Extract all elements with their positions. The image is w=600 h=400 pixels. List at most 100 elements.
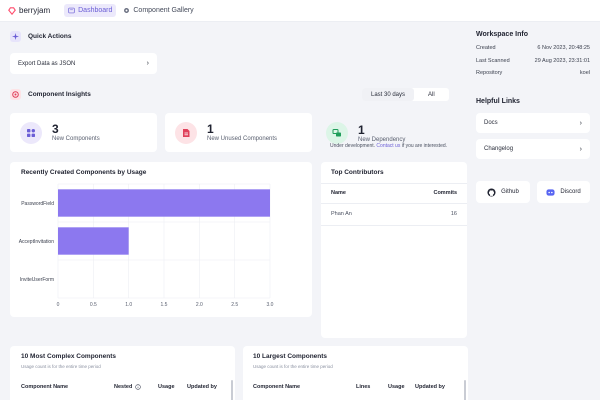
- github-button[interactable]: Github: [476, 181, 530, 203]
- largest-components-card: 10 Largest Components Usage count is for…: [243, 346, 468, 400]
- bar-passwordfield: [58, 189, 270, 217]
- scrollbar[interactable]: [231, 380, 233, 400]
- gallery-icon: [124, 8, 130, 13]
- created-value: 6 Nov 2023, 20:48:25: [537, 45, 590, 51]
- created-label: Created: [476, 45, 496, 51]
- col-usage-header: Usage: [388, 384, 405, 390]
- component-insights-title: Component Insights: [28, 91, 91, 98]
- discord-button[interactable]: Discord: [537, 181, 590, 203]
- y-category-label: AcceptInvitation: [19, 239, 55, 245]
- last-scanned-label: Last Scanned: [476, 58, 510, 64]
- insights-icon: [10, 89, 21, 100]
- largest-title: 10 Largest Components: [253, 353, 328, 360]
- divider: [321, 225, 467, 226]
- range-last-30-days[interactable]: Last 30 days: [362, 88, 415, 101]
- repository-label: Repository: [476, 70, 503, 76]
- x-tick-label: 0: [57, 302, 60, 308]
- most-complex-subtitle: Usage count is for the entire time perio…: [21, 364, 101, 369]
- export-json-button[interactable]: Export Data as JSON ›: [10, 53, 157, 74]
- repository-value: koel: [579, 70, 590, 76]
- scrollbar[interactable]: [464, 380, 466, 400]
- tab-dashboard[interactable]: Dashboard: [64, 4, 117, 17]
- changelog-label: Changelog: [484, 146, 514, 152]
- x-tick-label: 2.0: [196, 302, 203, 308]
- col-nested-header: Nested: [114, 384, 142, 390]
- contributor-name: Phan An: [331, 211, 352, 217]
- tab-component-gallery[interactable]: Component Gallery: [119, 4, 197, 17]
- contributor-commits: 16: [450, 211, 457, 217]
- note-text-end: if you are interested.: [401, 143, 448, 149]
- chevron-right-icon: ›: [146, 60, 149, 67]
- divider: [321, 203, 467, 204]
- last-scanned-value: 29 Aug 2023, 23:31:01: [534, 58, 590, 64]
- col-name-header: Name: [331, 190, 346, 196]
- col-lines-header: Lines: [356, 384, 371, 390]
- recent-components-chart-card: Recently Created Components by Usage 0 0.…: [10, 162, 312, 317]
- col-nested-label: Nested: [114, 384, 133, 390]
- app-name: berryjam: [19, 6, 51, 15]
- quick-actions-title: Quick Actions: [28, 33, 72, 40]
- new-dependency-count: 1: [358, 122, 365, 137]
- dashboard-icon: [68, 7, 75, 14]
- unused-file-icon: [175, 121, 197, 144]
- workspace-info-title: Workspace Info: [476, 31, 528, 38]
- component-insights-heading: Component Insights: [10, 89, 91, 100]
- recent-chart-title: Recently Created Components by Usage: [21, 169, 147, 176]
- stat-new-unused-components: 1 New Unused Components: [165, 113, 312, 152]
- col-commits-header: Commits: [433, 190, 457, 196]
- top-contributors-title: Top Contributors: [331, 169, 384, 176]
- info-icon[interactable]: [135, 384, 142, 390]
- col-usage-header: Usage: [158, 384, 175, 390]
- app-logo[interactable]: berryjam: [8, 6, 50, 15]
- x-tick-label: 0.5: [90, 302, 97, 308]
- time-range-toggle: Last 30 days All: [362, 88, 449, 101]
- workspace-last-scanned-row: Last Scanned 29 Aug 2023, 23:31:01: [476, 58, 590, 64]
- chevron-right-icon: ›: [579, 145, 582, 153]
- new-unused-count: 1: [207, 122, 214, 136]
- new-components-label: New Components: [52, 136, 100, 142]
- chevron-right-icon: ›: [579, 119, 582, 127]
- discord-icon: [546, 188, 555, 196]
- new-dependency-label: New Dependency: [358, 136, 406, 143]
- tab-component-gallery-label: Component Gallery: [133, 7, 194, 14]
- top-contributors-card: Top Contributors Name Commits Phan An 16: [321, 162, 467, 338]
- y-category-label: InviteUserForm: [20, 277, 54, 283]
- berry-logo-icon: [8, 6, 16, 15]
- dependency-note: Under development. Contact us if you are…: [330, 143, 447, 149]
- col-component-name-header: Component Name: [21, 384, 69, 390]
- x-tick-label: 1.5: [161, 302, 168, 308]
- stat-new-components: 3 New Components: [10, 113, 157, 152]
- x-tick-label: 2.5: [231, 302, 238, 308]
- note-text: Under development.: [330, 143, 376, 149]
- dependency-icon: [326, 122, 348, 144]
- stat-new-dependency: 1 New Dependency: [326, 118, 476, 148]
- export-json-label: Export Data as JSON: [18, 60, 76, 67]
- range-all[interactable]: All: [428, 91, 435, 98]
- top-navbar: berryjam Dashboard Component Gallery: [0, 0, 600, 22]
- docs-label: Docs: [484, 120, 498, 126]
- discord-label: Discord: [560, 189, 581, 195]
- col-updated-by-header: Updated by: [187, 384, 217, 390]
- bar-acceptinvitation: [58, 227, 129, 255]
- new-components-count: 3: [52, 122, 59, 136]
- components-icon: [20, 121, 42, 144]
- usage-bar-chart: 0 0.5 1.0 1.5 2.0 2.5 3.0 PasswordField AcceptIn…: [19, 183, 274, 308]
- tab-dashboard-label: Dashboard: [78, 7, 113, 14]
- docs-link[interactable]: Docs ›: [476, 113, 590, 133]
- quick-actions-heading: Quick Actions: [10, 31, 71, 42]
- sparkle-icon: [10, 31, 21, 42]
- most-complex-components-card: 10 Most Complex Components Usage count i…: [10, 346, 235, 400]
- x-tick-label: 1.0: [125, 302, 132, 308]
- workspace-created-row: Created 6 Nov 2023, 20:48:25: [476, 45, 590, 51]
- github-label: Github: [501, 189, 519, 195]
- helpful-links-title: Helpful Links: [476, 98, 520, 105]
- x-tick-label: 3.0: [267, 302, 274, 308]
- divider: [321, 183, 467, 184]
- contact-us-link[interactable]: Contact us: [376, 143, 401, 149]
- y-category-label: PasswordField: [21, 201, 54, 207]
- github-icon: [487, 187, 496, 197]
- changelog-link[interactable]: Changelog ›: [476, 139, 590, 159]
- new-unused-label: New Unused Components: [207, 136, 278, 142]
- most-complex-title: 10 Most Complex Components: [21, 353, 116, 360]
- col-updated-by-header: Updated by: [415, 384, 445, 390]
